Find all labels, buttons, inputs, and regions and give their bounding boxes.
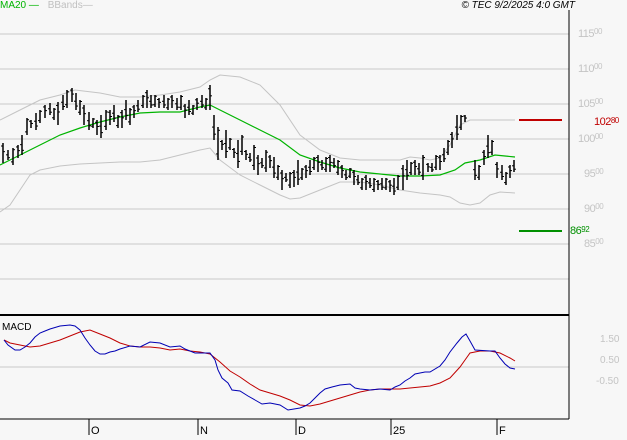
price-axis-label: 8500 (584, 237, 604, 250)
macd-axis-label: 1.50 (600, 334, 620, 345)
price-axis-label: 10500 (578, 97, 603, 110)
resistance-label: 10280 (594, 116, 619, 128)
macd-lines (3, 324, 516, 411)
x-axis-label: D (298, 425, 306, 437)
macd-axis-label: 0.50 (600, 355, 620, 366)
chart-legend: MA20 — BBands— (0, 0, 93, 12)
support-label: 8692 (570, 225, 590, 237)
legend-bbands: BBands— (47, 0, 93, 11)
price-bars (1, 85, 516, 195)
price-gridlines (0, 33, 569, 280)
x-axis-label: F (499, 425, 506, 437)
support-resistance-lines (519, 119, 562, 232)
macd-axis-label: -0.50 (596, 376, 619, 387)
price-axis-label: 10000 (578, 132, 603, 145)
x-axis-label: 25 (393, 425, 406, 437)
price-axis-label: 11000 (578, 62, 602, 75)
price-axis-label: 11500 (578, 27, 602, 40)
macd-panel-title: MACD (2, 322, 32, 333)
legend-ma20: MA20 — (0, 0, 39, 11)
x-axis-label: N (200, 425, 208, 437)
x-axis-label: O (91, 425, 100, 437)
bollinger-bands (0, 74, 516, 213)
price-axis-label: 9000 (584, 202, 604, 215)
copyright-timestamp: © TEC 9/2/2025 4:0 GMT (461, 0, 575, 11)
chart-axes (0, 10, 570, 435)
price-axis-label: 9500 (584, 167, 604, 180)
